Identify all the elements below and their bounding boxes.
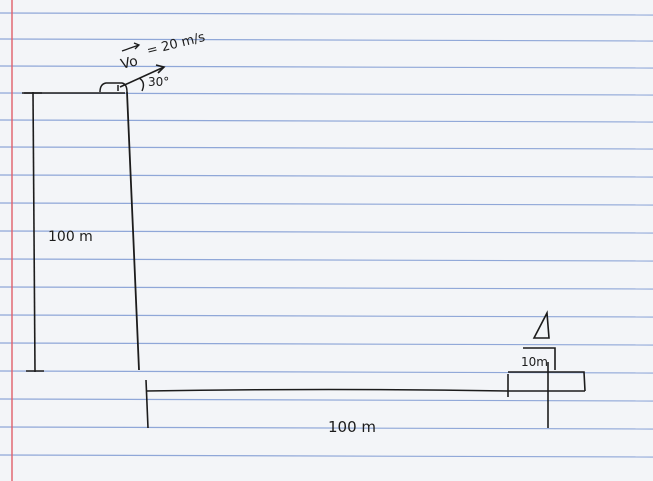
angle-label: 30° (148, 75, 169, 89)
cliff-face (126, 91, 140, 371)
velocity-symbol: Vo (119, 53, 139, 73)
velocity-arrow (119, 64, 166, 88)
distance-label: 100 m (328, 418, 376, 436)
target-structure (508, 310, 586, 428)
target-height-label: 10m (521, 355, 548, 369)
height-dimension (24, 91, 44, 373)
vector-arrow-icon (121, 42, 141, 52)
projectile-object (99, 82, 128, 93)
cliff-height-label: 100 m (48, 229, 93, 245)
distance-dimension (145, 374, 509, 429)
angle-arc (138, 77, 145, 92)
